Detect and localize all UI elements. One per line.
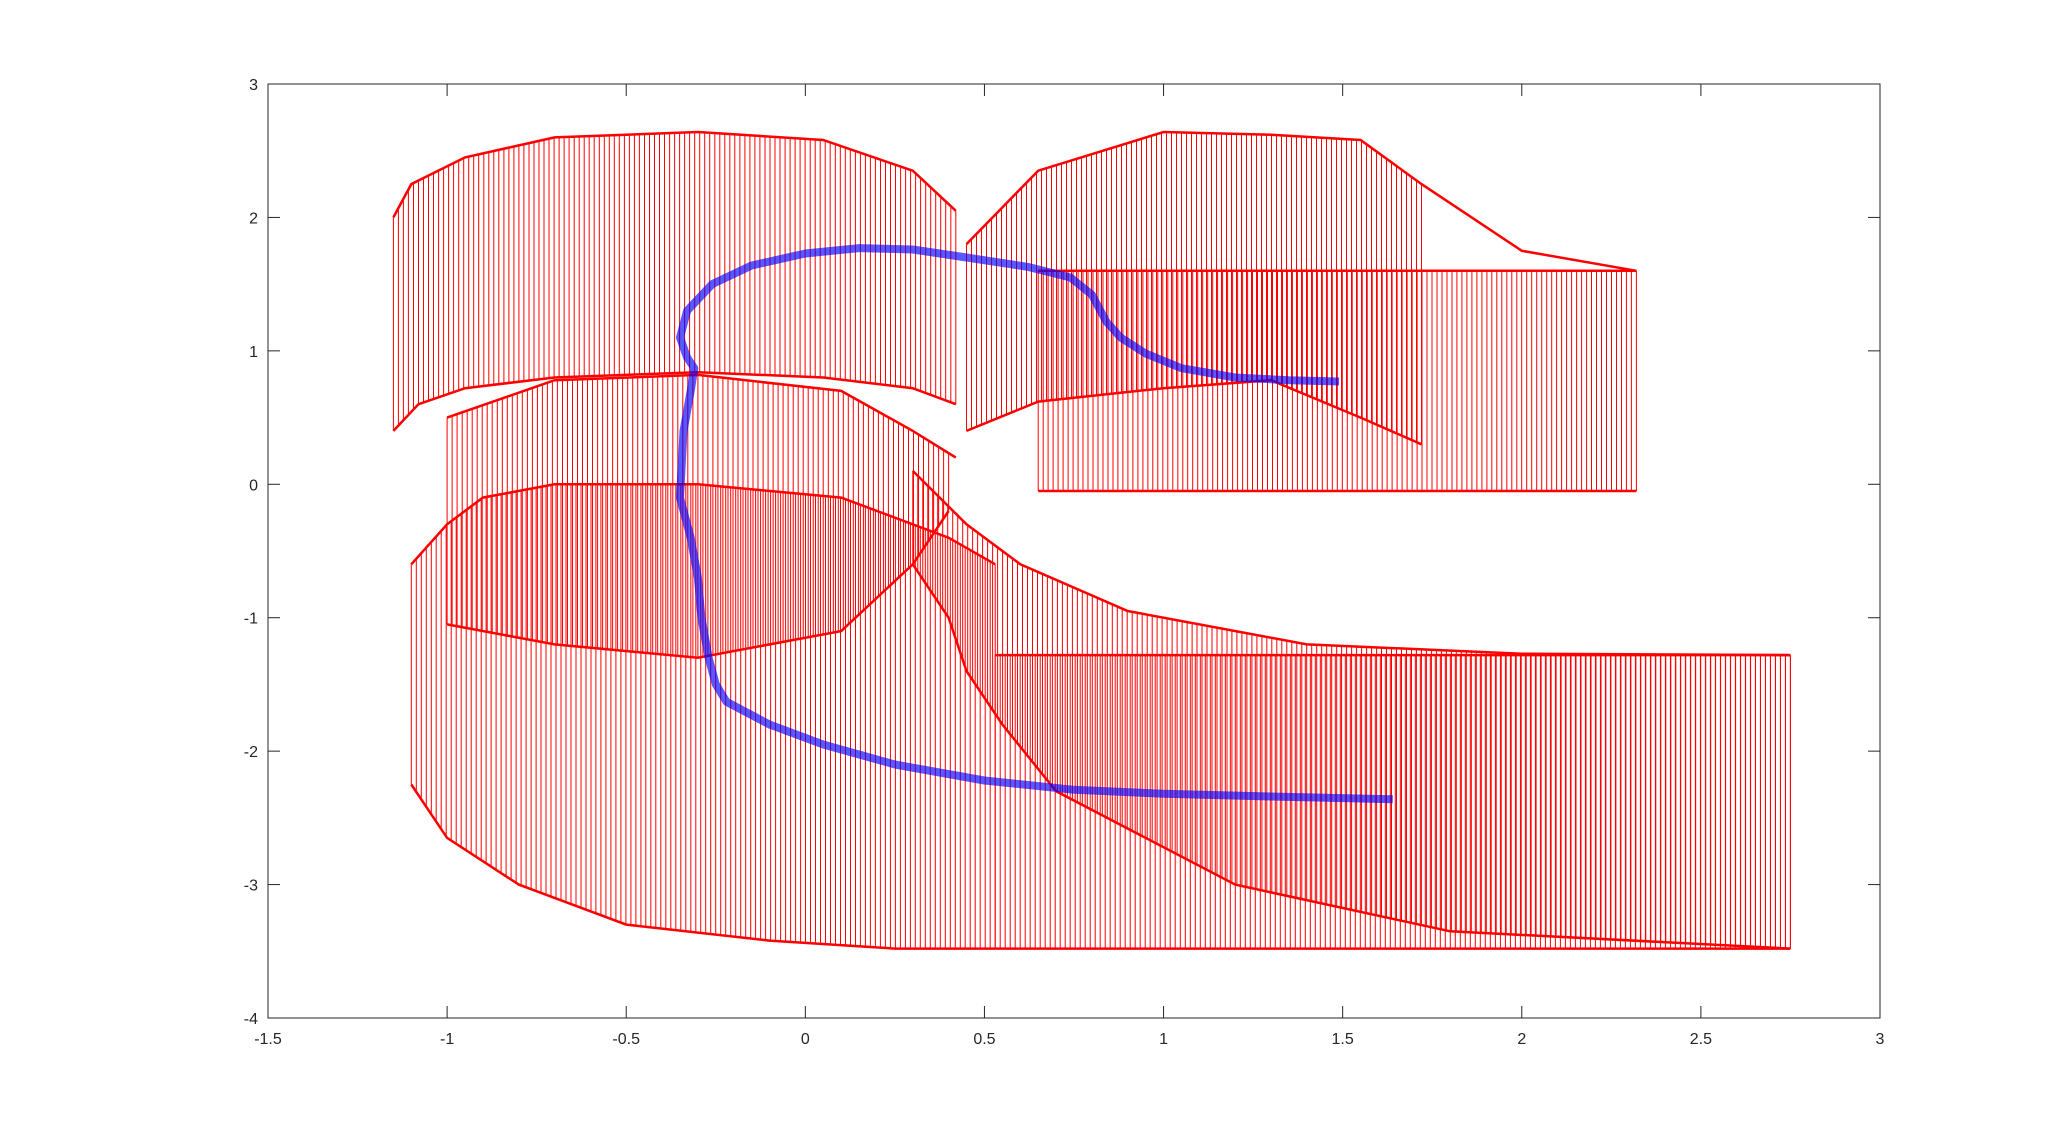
y-tick-label: 0	[249, 477, 258, 494]
x-tick-label: 0	[801, 1031, 810, 1048]
band-top-edge	[965, 130, 1637, 273]
trajectory-layer	[676, 244, 1393, 804]
x-tick-label: 2	[1517, 1031, 1526, 1048]
swept-band-lower-middle-swept-arc	[911, 470, 1791, 950]
band-bottom-edge	[392, 370, 957, 432]
band-bottom-edge	[911, 563, 1791, 950]
swept-band-upper-left-lobe	[392, 130, 957, 432]
axes-box	[267, 83, 1881, 1019]
swept-band-layer	[392, 130, 1791, 950]
x-tick-label: 3	[1876, 1031, 1885, 1048]
band-lines	[392, 132, 957, 431]
swept-band-middle-band	[446, 373, 957, 659]
band-top-edge	[410, 483, 996, 566]
tick-layer: -1.5 -1 -0.5 0 0.5 1 1.5 2 2.5 3 -4 -3 -2 -1 0 1 2 3	[244, 77, 1885, 1048]
band-lines	[410, 484, 996, 949]
x-tick-label: -1	[440, 1031, 454, 1048]
x-tick-label: 2.5	[1690, 1031, 1712, 1048]
band-top-edge	[911, 470, 1791, 657]
band-top-edge	[446, 373, 957, 459]
y-tick-label: 1	[249, 344, 258, 361]
y-tick-label: 2	[249, 210, 258, 227]
y-tick-label: 3	[249, 77, 258, 94]
y-tick-label: -3	[244, 878, 258, 895]
y-tick-label: -2	[244, 744, 258, 761]
band-bottom-edge	[966, 378, 1423, 446]
band-lines	[446, 374, 950, 658]
band-bottom-edge	[410, 783, 996, 950]
trajectory-line	[676, 244, 1393, 804]
y-tick-label: -4	[244, 1011, 258, 1028]
y-tick-label: -1	[244, 611, 258, 628]
swept-band-lower-left-lobe	[410, 483, 996, 950]
band-top-edge	[392, 130, 957, 218]
x-tick-label: -1.5	[254, 1031, 282, 1048]
x-tick-label: 1	[1159, 1031, 1168, 1048]
x-tick-label: 0.5	[973, 1031, 995, 1048]
band-lines	[912, 470, 1791, 949]
swept-band-upper-right-swept-arc	[965, 130, 1637, 446]
band-bottom-edge	[446, 510, 950, 659]
x-tick-label: -0.5	[612, 1031, 640, 1048]
x-tick-label: 1.5	[1332, 1031, 1354, 1048]
